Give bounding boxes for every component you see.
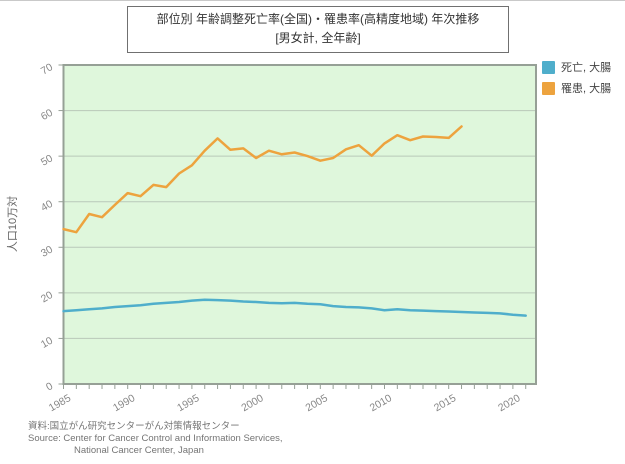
legend-item-mortality: 死亡, 大腸: [542, 59, 611, 75]
x-tick-label: 1990: [111, 392, 137, 414]
mortality-legend-label: 死亡, 大腸: [561, 62, 612, 74]
y-tick-label: 0: [44, 380, 55, 393]
source-note-japanese: 資料:国立がん研究センターがん対策情報センター: [28, 421, 240, 432]
plot-border: [62, 64, 537, 385]
y-tick-label: 70: [39, 61, 55, 77]
chart-title-line2: [男女計, 全年齢]: [275, 31, 361, 45]
y-tick-label: 60: [39, 107, 55, 123]
y-tick-label: 10: [39, 335, 55, 351]
chart-title-line1: 部位別 年齢調整死亡率(全国)・罹患率(高精度地域) 年次推移: [156, 12, 480, 26]
y-tick-label: 20: [39, 289, 55, 305]
legend-item-incidence: 罹患, 大腸: [542, 80, 611, 96]
series-line-0: [62, 298, 527, 317]
y-tick-label: 40: [39, 198, 55, 214]
x-tick-label: 2015: [432, 392, 458, 414]
x-tick-label: 2000: [239, 392, 265, 414]
plot-area: [63, 65, 536, 384]
source-note: 資料:国立がん研究センターがん対策情報センター Source: Center f…: [28, 421, 283, 457]
x-tick-label: 1985: [47, 392, 73, 414]
x-tick-label: 2020: [496, 392, 522, 414]
incidence-legend-swatch: [542, 81, 555, 95]
x-tick-label: 2005: [304, 392, 330, 414]
y-axis-title: 人口10万対: [7, 195, 19, 253]
chart-legend: 死亡, 大腸 罹患, 大腸: [542, 59, 611, 101]
x-tick-label: 2010: [368, 392, 394, 414]
source-note-english-line2: National Cancer Center, Japan: [74, 445, 204, 456]
y-tick-label: 50: [39, 152, 55, 168]
chart-title-box: 部位別 年齢調整死亡率(全国)・罹患率(高精度地域) 年次推移 [男女計, 全年…: [127, 6, 509, 53]
source-note-english-line1: Source: Center for Cancer Control and In…: [28, 433, 283, 444]
x-tick-label: 1995: [175, 392, 201, 414]
series-line-1: [62, 125, 463, 234]
incidence-legend-label: 罹患, 大腸: [561, 83, 612, 95]
y-tick-label: 30: [39, 243, 55, 259]
mortality-legend-swatch: [542, 60, 555, 74]
